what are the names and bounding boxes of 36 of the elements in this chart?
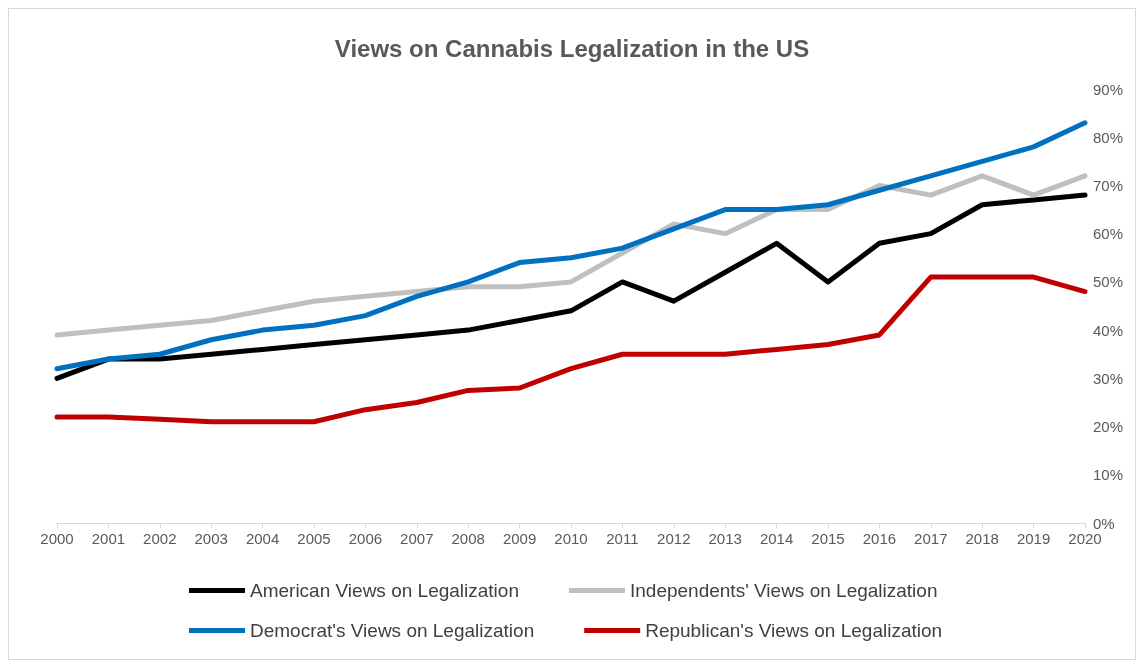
x-tick-label: 2002 [143,530,177,547]
legend-label: Democrat's Views on Legalization [250,620,535,641]
x-tick-label: 2009 [502,530,537,547]
x-tick-label: 2007 [400,530,434,547]
x-tick-label: 2014 [759,530,794,547]
y-tick-label: 0% [1093,514,1115,532]
x-tick-label: 2003 [194,530,228,547]
chart-title: Views on Cannabis Legalization in the US [334,34,810,62]
x-tick-label: 2000 [40,530,74,547]
x-tick-label: 2011 [606,530,639,547]
y-tick-label: 40% [1093,321,1124,339]
x-tick-label: 2020 [1068,530,1102,547]
x-tick-label: 2006 [348,530,383,547]
y-tick-label: 10% [1093,466,1124,484]
y-tick-label: 20% [1093,418,1124,436]
y-tick-label: 80% [1093,128,1124,146]
legend-label: Independents' Views on Legalization [629,580,938,601]
x-tick-label: 2019 [1016,530,1051,547]
y-tick-label: 60% [1093,225,1124,243]
x-tick-label: 2001 [91,530,126,547]
y-tick-label: 30% [1093,369,1124,387]
x-tick-label: 2017 [914,530,948,547]
x-tick-label: 2008 [451,530,485,547]
x-tick-label: 2016 [862,530,897,547]
legend-label: Republican's Views on Legalization [645,620,943,641]
x-tick-label: 2018 [965,530,999,547]
x-tick-label: 2013 [708,530,742,547]
y-tick-label: 70% [1093,176,1124,194]
x-tick-label: 2012 [657,530,691,547]
legend-label: American Views on Legalization [250,580,519,601]
x-tick-label: 2015 [811,530,845,547]
x-tick-label: 2010 [554,530,588,547]
x-tick-label: 2005 [297,530,331,547]
y-tick-label: 50% [1093,273,1124,291]
y-tick-label: 90% [1093,80,1124,98]
x-tick-label: 2004 [245,530,280,547]
